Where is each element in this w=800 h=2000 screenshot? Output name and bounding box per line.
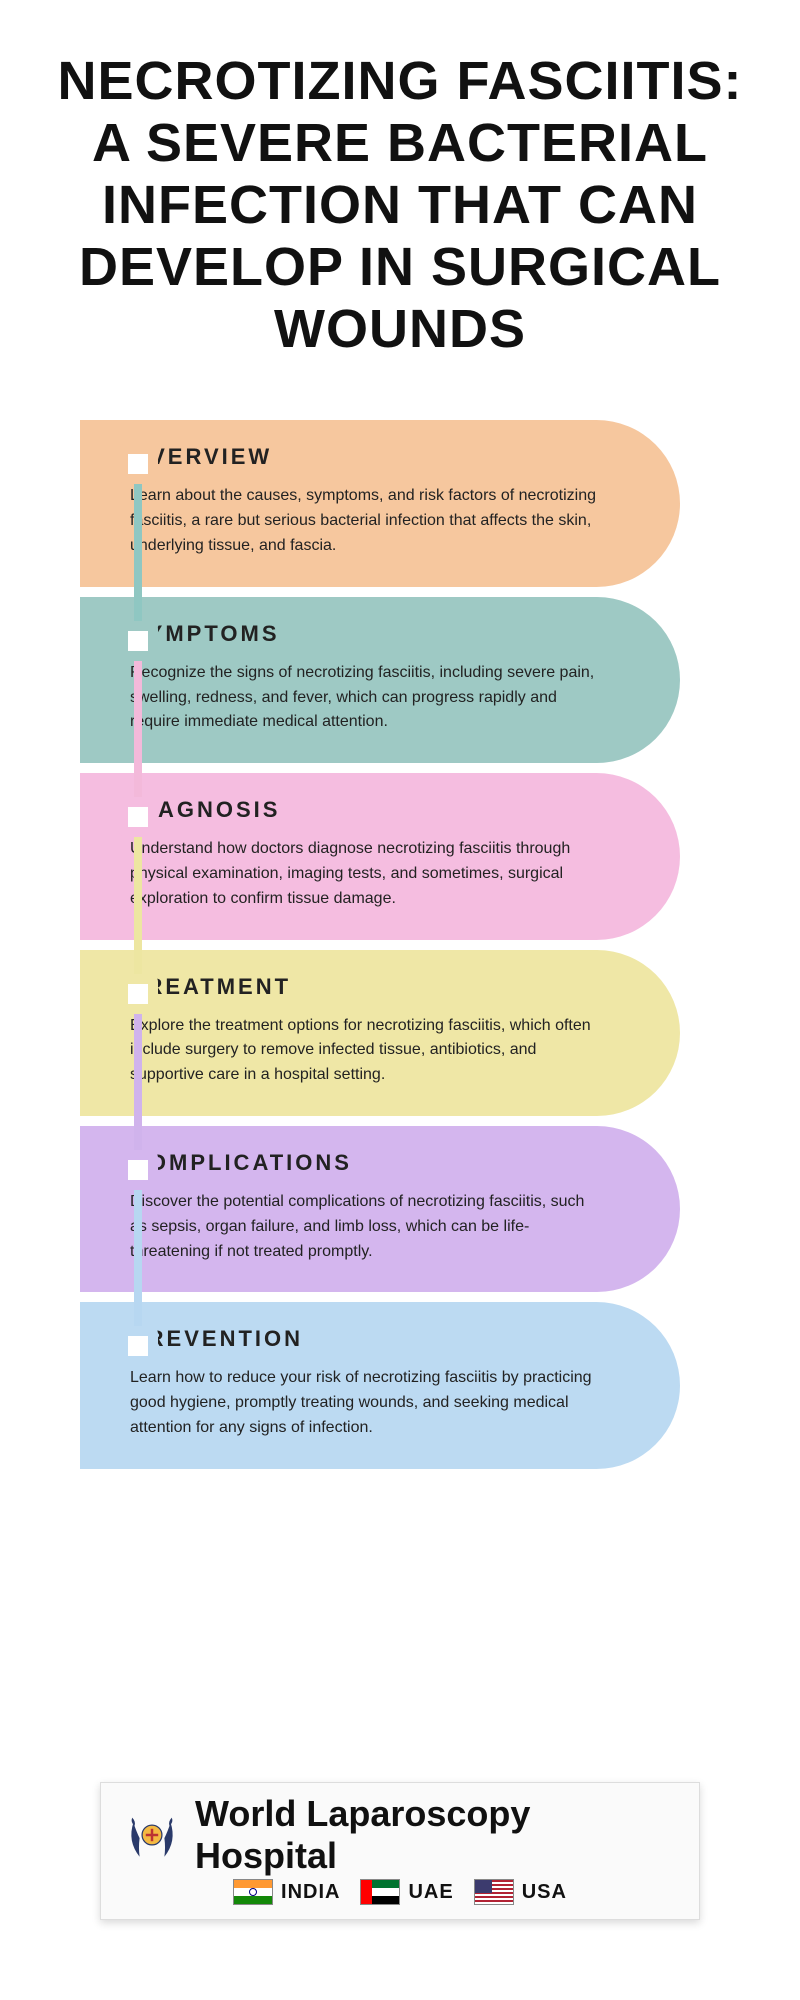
timeline-connector bbox=[134, 484, 142, 636]
section-item: PREVENTION Learn how to reduce your risk … bbox=[80, 1302, 800, 1468]
section-heading: TREATMENT bbox=[130, 974, 600, 1000]
footer-country-label: USA bbox=[522, 1881, 567, 1904]
footer-country: USA bbox=[474, 1879, 567, 1905]
section-pill: COMPLICATIONS Discover the potential comp… bbox=[80, 1126, 680, 1292]
section-heading: COMPLICATIONS bbox=[130, 1150, 600, 1176]
section-heading: SYMPTOMS bbox=[130, 621, 600, 647]
section-heading: DIAGNOSIS bbox=[130, 797, 600, 823]
timeline-marker-icon bbox=[118, 444, 158, 484]
timeline-connector bbox=[134, 1014, 142, 1166]
flag-icon bbox=[233, 1879, 273, 1905]
section-pill: DIAGNOSIS Understand how doctors diagnose… bbox=[80, 773, 680, 939]
footer-country: INDIA bbox=[233, 1879, 340, 1905]
timeline-connector bbox=[134, 661, 142, 813]
timeline-marker-icon bbox=[118, 1326, 158, 1366]
timeline-marker-icon bbox=[118, 797, 158, 837]
timeline-marker-icon bbox=[118, 974, 158, 1014]
section-heading: OVERVIEW bbox=[130, 444, 600, 470]
footer-country-label: UAE bbox=[408, 1881, 453, 1904]
footer-country: UAE bbox=[360, 1879, 453, 1905]
section-heading: PREVENTION bbox=[130, 1326, 600, 1352]
section-body: Explore the treatment options for necrot… bbox=[130, 1014, 600, 1088]
timeline-connector bbox=[134, 1190, 142, 1342]
section-pill: TREATMENT Explore the treatment options f… bbox=[80, 950, 680, 1116]
section-list: OVERVIEW Learn about the causes, symptoms… bbox=[0, 420, 800, 1468]
page-title: NECROTIZING FASCIITIS: A SEVERE BACTERIA… bbox=[0, 0, 800, 380]
section-pill: SYMPTOMS Recognize the signs of necrotizi… bbox=[80, 597, 680, 763]
section-item: SYMPTOMS Recognize the signs of necrotizi… bbox=[80, 597, 800, 763]
footer-org-name: World Laparoscopy Hospital bbox=[195, 1793, 679, 1877]
section-item: COMPLICATIONS Discover the potential comp… bbox=[80, 1126, 800, 1292]
laurel-icon bbox=[121, 1804, 183, 1866]
flag-icon bbox=[360, 1879, 400, 1905]
timeline-marker-icon bbox=[118, 621, 158, 661]
section-body: Learn how to reduce your risk of necroti… bbox=[130, 1366, 600, 1440]
section-body: Recognize the signs of necrotizing fasci… bbox=[130, 661, 600, 735]
footer-card: World Laparoscopy Hospital INDIA UAE USA bbox=[100, 1782, 700, 1920]
section-body: Discover the potential complications of … bbox=[130, 1190, 600, 1264]
section-body: Understand how doctors diagnose necrotiz… bbox=[130, 837, 600, 911]
section-item: OVERVIEW Learn about the causes, symptoms… bbox=[80, 420, 800, 586]
section-body: Learn about the causes, symptoms, and ri… bbox=[130, 484, 600, 558]
section-pill: PREVENTION Learn how to reduce your risk … bbox=[80, 1302, 680, 1468]
timeline-connector bbox=[134, 837, 142, 989]
section-item: DIAGNOSIS Understand how doctors diagnose… bbox=[80, 773, 800, 939]
footer-country-label: INDIA bbox=[281, 1881, 340, 1904]
section-pill: OVERVIEW Learn about the causes, symptoms… bbox=[80, 420, 680, 586]
flag-icon bbox=[474, 1879, 514, 1905]
section-item: TREATMENT Explore the treatment options f… bbox=[80, 950, 800, 1116]
timeline-marker-icon bbox=[118, 1150, 158, 1190]
footer-countries: INDIA UAE USA bbox=[121, 1879, 679, 1905]
